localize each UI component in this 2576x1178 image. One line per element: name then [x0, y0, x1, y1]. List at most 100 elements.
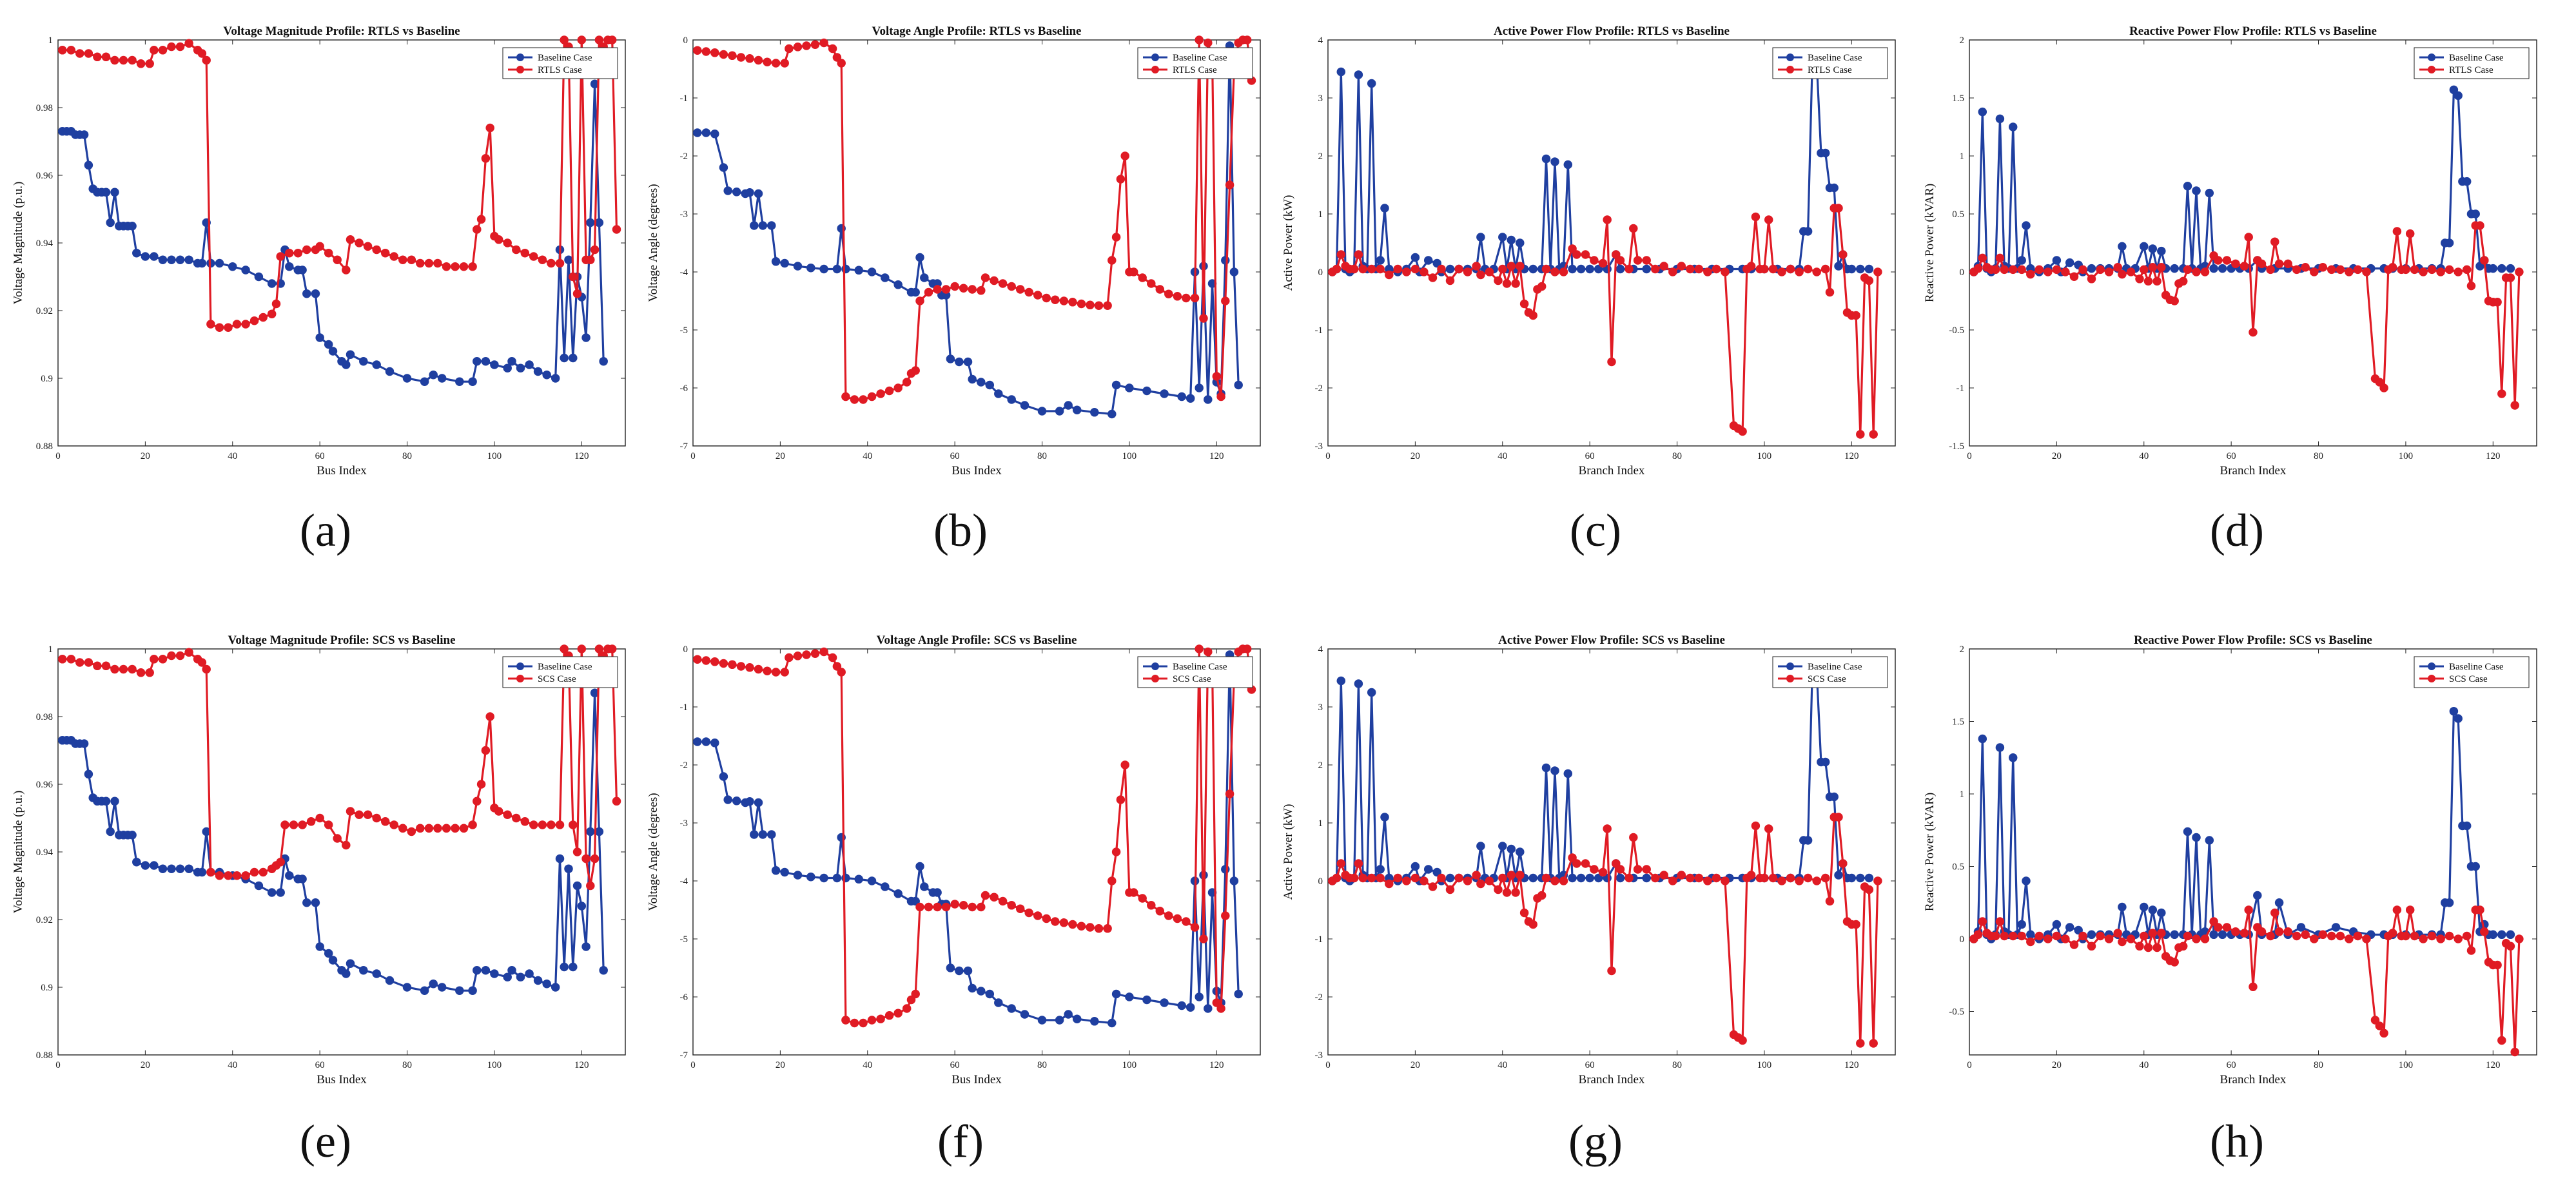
baseline-case-point: [1563, 160, 1573, 169]
rtls-case-point: [1712, 264, 1721, 274]
baseline-case-point: [710, 739, 719, 748]
scs-case-point: [184, 648, 193, 657]
x-tick-label: 0: [55, 1060, 61, 1070]
scs-case-point: [1354, 859, 1363, 868]
baseline-case-point: [2506, 930, 2515, 940]
scs-case-point: [1015, 904, 1025, 913]
rtls-case-point: [1568, 244, 1577, 253]
baseline-case-point: [881, 273, 890, 282]
rtls-case-point: [2292, 265, 2301, 275]
scs-case-point: [2000, 931, 2009, 941]
scs-case-point: [1242, 644, 1252, 653]
baseline-case-point: [564, 864, 573, 873]
rtls-case-point: [1812, 267, 1821, 276]
scs-case-point: [315, 813, 324, 823]
baseline-case-point: [1498, 233, 1507, 242]
baseline-case-point: [267, 279, 277, 288]
rtls-case-point: [2475, 221, 2484, 230]
x-tick-label: 0: [55, 451, 61, 461]
scs-case-point: [607, 644, 617, 653]
scs-case-point: [1677, 871, 1686, 880]
scs-case-point: [128, 664, 137, 674]
rtls-case-point: [1385, 270, 1394, 280]
scs-case-point: [981, 891, 990, 900]
x-tick-label: 60: [950, 1060, 960, 1070]
scs-case-point: [612, 797, 621, 806]
baseline-case-point: [1055, 1016, 1064, 1025]
baseline-case-point: [594, 827, 604, 836]
rtls-case-point: [1420, 267, 1429, 276]
chart-svg: Reactive Power Flow Profile: RTLS vs Bas…: [1923, 24, 2537, 478]
rtls-case-point: [1147, 279, 1156, 288]
baseline-case-series: [693, 650, 1243, 1028]
y-tick-label: -4: [680, 267, 688, 278]
baseline-case-point: [481, 965, 491, 975]
baseline-case-point: [1090, 408, 1099, 417]
scs-case-point: [555, 820, 565, 829]
scs-case-point: [84, 658, 93, 667]
baseline-case-point: [1476, 233, 1485, 242]
rtls-case-point: [342, 266, 351, 275]
baseline-case-point: [1111, 989, 1121, 999]
scs-case-point: [893, 1009, 903, 1018]
rtls-case-point: [2379, 383, 2388, 392]
rtls-case-point: [2419, 267, 2428, 276]
rtls-case-point: [2096, 265, 2105, 275]
baseline-case-point: [420, 986, 429, 995]
rtls-case-point: [2353, 265, 2363, 275]
scs-case-point: [2370, 1016, 2380, 1025]
axes-box: [57, 648, 626, 1056]
rtls-case-point: [2157, 263, 2166, 272]
baseline-case-point: [723, 186, 732, 195]
baseline-case-point: [437, 374, 447, 383]
rtls-case-point: [590, 245, 600, 255]
rtls-case-point: [2222, 256, 2232, 265]
chart-panel-c: Active Power Flow Profile: RTLS vs Basel…: [1275, 24, 1904, 478]
rtls-case-point: [1182, 293, 1191, 303]
x-tick-label: 40: [863, 451, 872, 461]
rtls-case-point: [884, 386, 894, 396]
caption-e: (e): [300, 1115, 351, 1167]
scs-case-point: [1572, 859, 1581, 868]
scs-case-point: [1633, 865, 1643, 874]
baseline-case-point: [555, 854, 565, 864]
baseline-case-point: [955, 966, 964, 976]
baseline-case-point: [2471, 209, 2480, 218]
scs-case-point: [2231, 927, 2240, 936]
rtls-case-point: [1164, 289, 1173, 298]
chart-panel-h: Reactive Power Flow Profile: SCS vs Base…: [1917, 633, 2545, 1086]
scs-case-point: [785, 653, 794, 662]
scs-case-point: [1703, 876, 1712, 885]
baseline-case-point: [2497, 264, 2506, 273]
scs-case-point: [206, 867, 215, 877]
rtls-case-point: [1116, 175, 1126, 184]
rtls-case-point: [241, 320, 250, 329]
rtls-case-point: [736, 53, 746, 62]
x-tick-label: 80: [2314, 451, 2323, 461]
baseline-case-point: [2462, 821, 2472, 831]
scs-case-point: [2017, 931, 2026, 941]
baseline-case-point: [302, 898, 311, 907]
rtls-case-point: [1677, 262, 1686, 271]
baseline-case-point: [1864, 873, 1874, 883]
baseline-case-point: [1856, 873, 1865, 883]
rtls-case-point: [2388, 263, 2397, 272]
rtls-case-point: [594, 35, 604, 44]
rtls-case-point: [1760, 264, 1769, 274]
scs-case-point: [1155, 907, 1165, 916]
rtls-case-point: [1103, 301, 1112, 310]
baseline-case-point: [569, 962, 578, 972]
scs-case-point: [941, 902, 951, 912]
baseline-case-point: [1847, 264, 1857, 274]
baseline-case-point: [2140, 242, 2149, 251]
baseline-case-point: [167, 864, 176, 873]
baseline-case-point: [1221, 256, 1230, 265]
y-axis-label: Voltage Magnitude (p.u.): [12, 182, 25, 305]
legend-baseline-case-label: Baseline Case: [2449, 53, 2504, 63]
legend-baseline-case-label: Baseline Case: [2449, 662, 2504, 672]
legend-baseline-case-label: Baseline Case: [1808, 53, 1862, 63]
rtls-case-point: [503, 238, 512, 247]
legend-baseline-case-label: Baseline Case: [1808, 662, 1862, 672]
baseline-case-point: [985, 380, 995, 390]
baseline-case-point: [1125, 383, 1134, 392]
